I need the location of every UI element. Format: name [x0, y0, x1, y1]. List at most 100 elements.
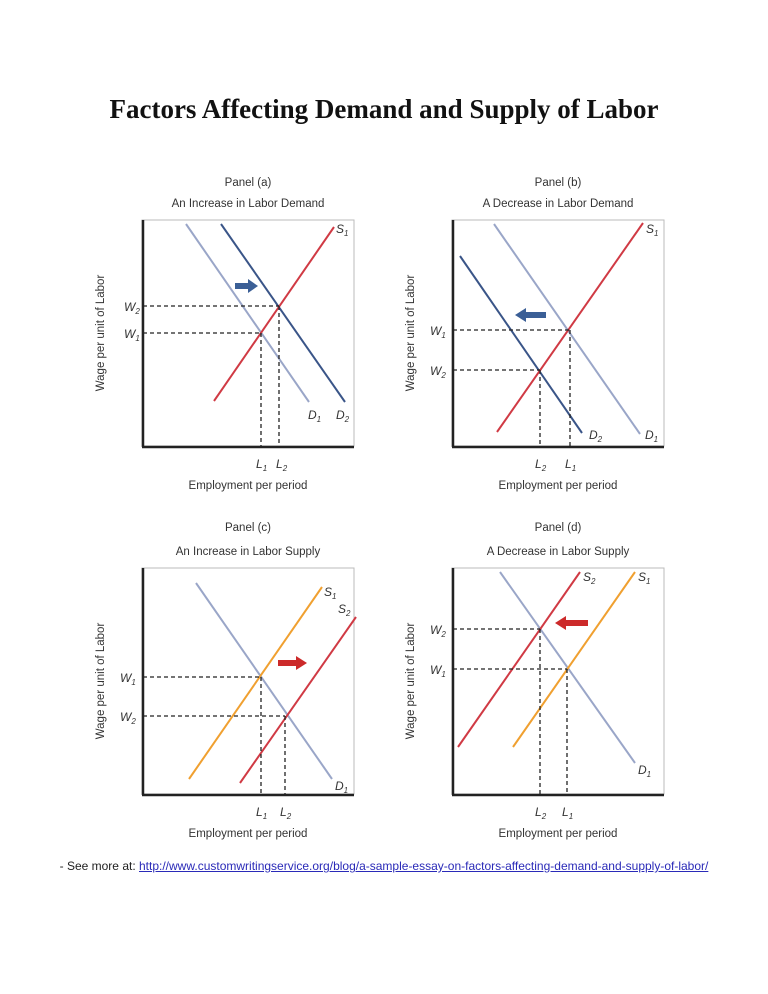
arrow-left-icon	[555, 616, 588, 630]
source-footer: - See more at: http://www.customwritings…	[0, 858, 768, 875]
curve-label-s1: S	[638, 570, 646, 584]
svg-text:L1: L1	[562, 805, 573, 821]
w-top-label: W	[124, 300, 137, 314]
curve-label-s1: S	[646, 222, 654, 236]
l-right-sub: 1	[572, 464, 576, 473]
curve-label-sub: 1	[332, 592, 336, 601]
demand-curve-d1	[185, 223, 310, 403]
panel-label: Panel (b)	[535, 177, 582, 189]
plot-frame	[141, 567, 355, 795]
y-axis-label: Wage per unit of Labor	[405, 623, 417, 740]
l-right-sub: 1	[569, 812, 573, 821]
y-axis-label: Wage per unit of Labor	[95, 623, 107, 740]
l-left-label: L	[535, 805, 542, 819]
panel-a: Panel (a) An Increase in Labor Demand W2…	[80, 170, 380, 500]
svg-text:L2: L2	[535, 805, 547, 821]
curve-label-d2: D	[589, 428, 598, 442]
footer-prefix: - See more at:	[59, 859, 139, 873]
svg-text:L1: L1	[256, 457, 267, 473]
svg-text:W2: W2	[430, 623, 446, 639]
page-title: Factors Affecting Demand and Supply of L…	[109, 94, 659, 124]
l-right-sub: 2	[286, 812, 292, 821]
curve-label-sub: 1	[654, 229, 658, 238]
supply-curve-s2	[239, 616, 357, 784]
curve-label-d1: D	[638, 763, 647, 777]
w-top-label: W	[430, 623, 443, 637]
l-left-label: L	[256, 457, 263, 471]
panel-d: Panel (d) A Decrease in Labor Supply W2 …	[390, 515, 690, 845]
l-right-label: L	[565, 457, 572, 471]
x-axis-label: Employment per period	[499, 828, 618, 840]
supply-curve-s1	[213, 226, 335, 402]
l-right-label: L	[562, 805, 569, 819]
demand-curve-d2	[220, 223, 346, 403]
panel-label: Panel (a)	[225, 177, 272, 189]
svg-text:W2: W2	[120, 710, 136, 726]
svg-text:W1: W1	[430, 663, 446, 679]
curve-label-sub: 1	[646, 577, 650, 586]
curve-label-s1: S	[324, 585, 332, 599]
l-right-label: L	[280, 805, 287, 819]
panel-b: Panel (b) A Decrease in Labor Demand W1 …	[390, 170, 690, 500]
svg-text:D1: D1	[308, 408, 321, 424]
l-right-label: L	[276, 457, 283, 471]
curve-label-sub: 1	[344, 229, 348, 238]
panel-title: An Increase in Labor Demand	[172, 198, 325, 210]
svg-text:W2: W2	[124, 300, 140, 316]
supply-curve-s2	[457, 571, 581, 748]
w-bot-label: W	[124, 327, 137, 341]
plot-frame	[451, 219, 665, 447]
w-top-label: W	[430, 324, 443, 338]
curve-label-s2: S	[338, 602, 346, 616]
w-top-sub: 2	[440, 630, 446, 639]
w-bot-label: W	[430, 364, 443, 378]
l-left-sub: 2	[541, 812, 547, 821]
w-bot-label: W	[430, 663, 443, 677]
w-top-sub: 1	[131, 678, 135, 687]
w-bot-sub: 1	[441, 670, 445, 679]
panel-title: An Increase in Labor Supply	[176, 546, 321, 558]
svg-text:S1: S1	[324, 585, 336, 601]
w-top-label: W	[120, 671, 133, 685]
x-axis-label: Employment per period	[189, 480, 308, 492]
svg-text:D1: D1	[638, 763, 651, 779]
w-top-sub: 2	[134, 307, 140, 316]
curve-label-s1: S	[336, 222, 344, 236]
curve-label-sub: 1	[344, 786, 348, 795]
svg-text:L2: L2	[535, 457, 547, 473]
curve-label-sub: 2	[344, 415, 350, 424]
supply-curve-s1	[188, 586, 323, 780]
panel-title: A Decrease in Labor Supply	[487, 546, 630, 558]
svg-text:S1: S1	[646, 222, 658, 238]
curve-label-sub: 2	[597, 435, 603, 444]
w-bot-sub: 2	[130, 717, 136, 726]
curve-label-d1: D	[308, 408, 317, 422]
demand-curve-d2	[459, 255, 583, 434]
svg-text:W1: W1	[430, 324, 446, 340]
svg-text:L2: L2	[276, 457, 288, 473]
curve-label-s2: S	[583, 570, 591, 584]
l-right-sub: 2	[282, 464, 288, 473]
panel-title: A Decrease in Labor Demand	[483, 198, 634, 210]
svg-text:L1: L1	[565, 457, 576, 473]
svg-text:W1: W1	[120, 671, 136, 687]
source-link[interactable]: http://www.customwritingservice.org/blog…	[139, 859, 709, 873]
arrow-left-icon	[515, 308, 546, 322]
svg-text:D1: D1	[645, 428, 658, 444]
curve-label-sub: 1	[317, 415, 321, 424]
supply-curve-s1	[512, 571, 636, 748]
svg-text:S1: S1	[336, 222, 348, 238]
svg-text:W1: W1	[124, 327, 140, 343]
panel-c: Panel (c) An Increase in Labor Supply W1…	[80, 515, 380, 845]
svg-text:D1: D1	[335, 779, 348, 795]
svg-text:W2: W2	[430, 364, 446, 380]
l-left-sub: 1	[263, 812, 267, 821]
arrow-right-icon	[235, 279, 258, 293]
w-bot-sub: 1	[135, 334, 139, 343]
curve-label-d1: D	[645, 428, 654, 442]
y-axis-label: Wage per unit of Labor	[95, 275, 107, 392]
svg-text:D2: D2	[336, 408, 350, 424]
svg-text:L2: L2	[280, 805, 292, 821]
svg-text:S1: S1	[638, 570, 650, 586]
curve-label-sub: 2	[590, 577, 596, 586]
